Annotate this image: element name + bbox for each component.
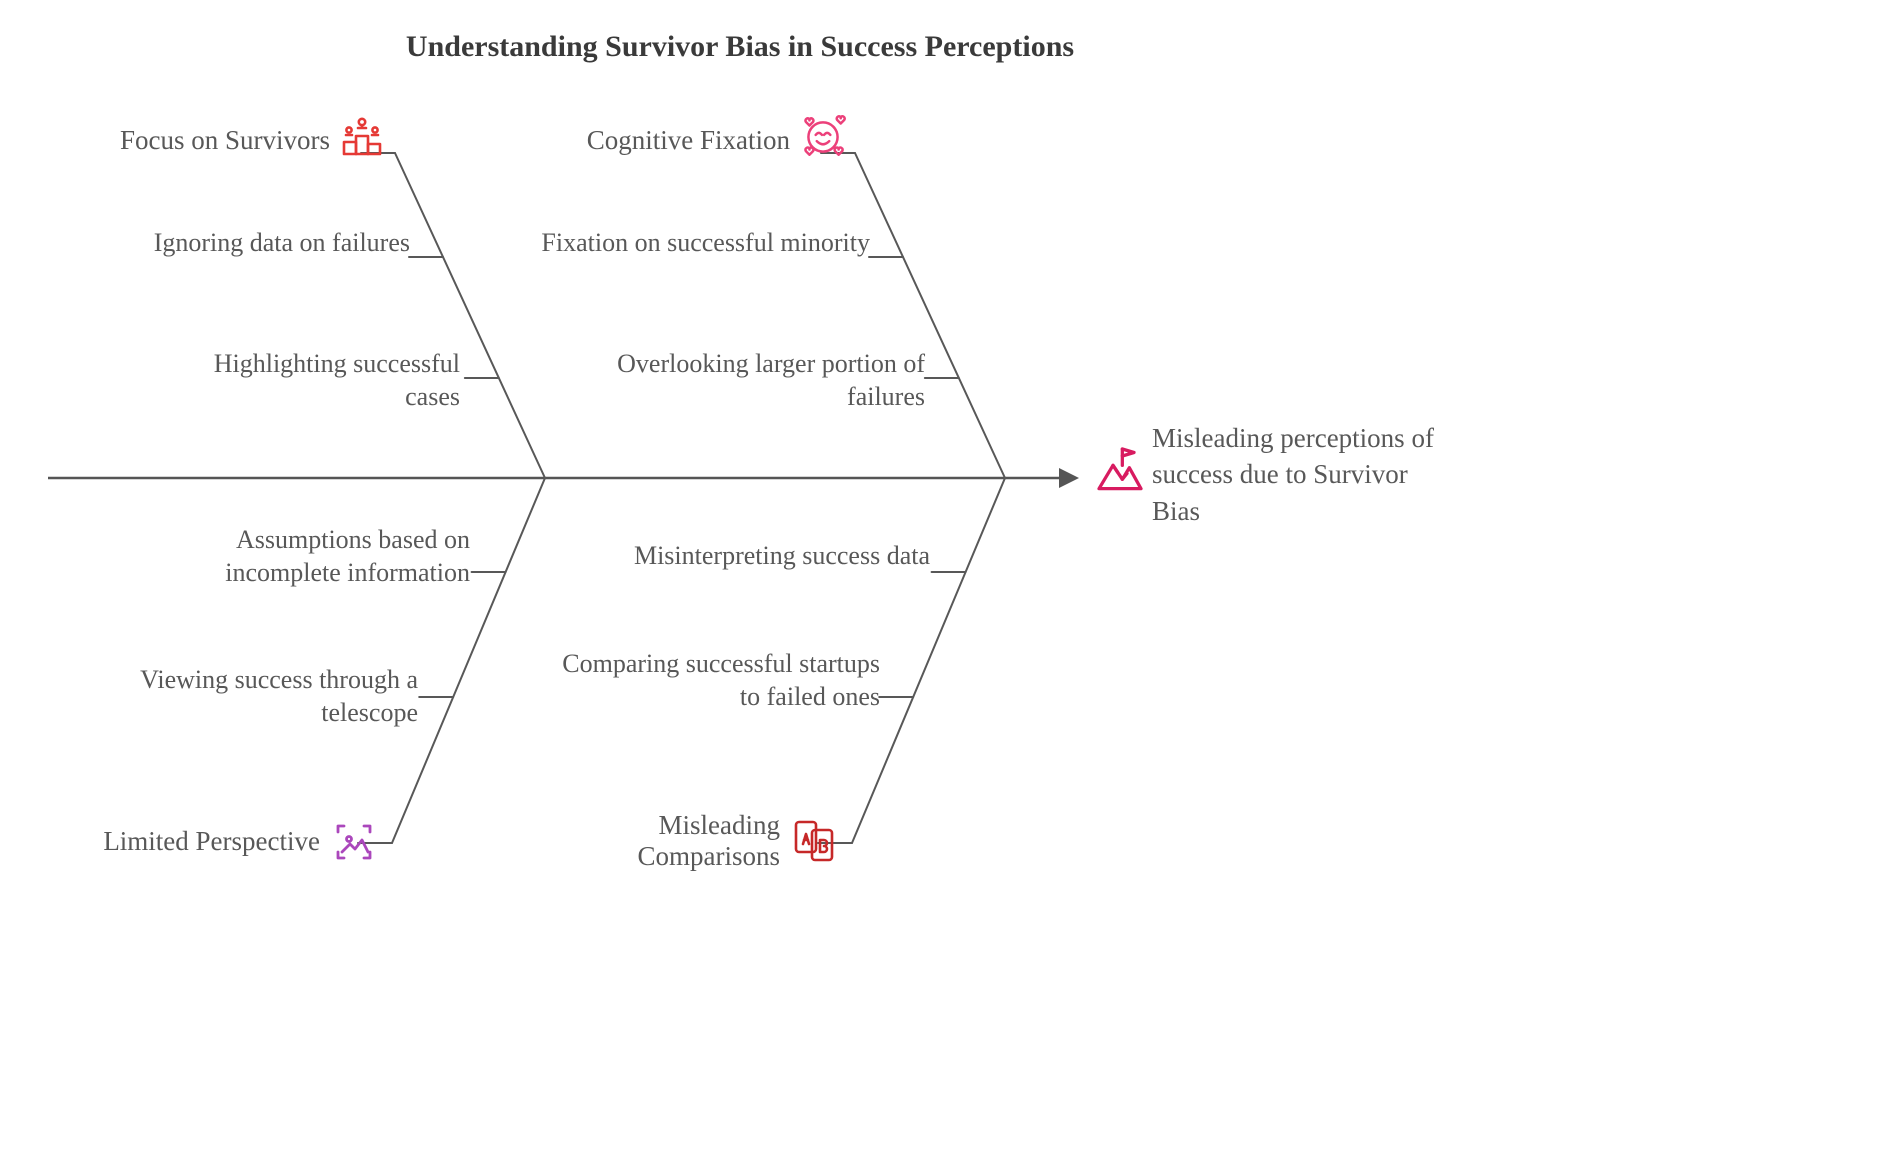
diagram-stage: Understanding Survivor Bias in Success P… — [0, 0, 1898, 1176]
outcome-icon — [1092, 442, 1148, 503]
branch-head-cognitive-fixation: Cognitive Fixation — [500, 125, 790, 156]
outcome-text: Misleading perceptions of success due to… — [1152, 420, 1452, 529]
branch-head-limited-perspective: Limited Perspective — [20, 826, 320, 857]
item-overlooking-larger-failures: Overlooking larger portion of failures — [555, 348, 925, 413]
podium-icon — [338, 114, 386, 167]
branch-head-misleading-comparisons: Misleading Comparisons — [570, 810, 780, 872]
ab-compare-icon — [790, 816, 838, 869]
item-ignoring-data-on-failures: Ignoring data on failures — [130, 227, 410, 260]
item-assumptions-incomplete-info: Assumptions based on incomplete informat… — [140, 524, 470, 589]
item-viewing-success-telescope: Viewing success through a telescope — [88, 664, 418, 729]
branch-head-focus-on-survivors: Focus on Survivors — [40, 125, 330, 156]
item-fixation-on-successful-minority: Fixation on successful minority — [500, 227, 870, 260]
item-comparing-startups: Comparing successful startups to failed … — [555, 648, 880, 713]
image-focus-icon — [330, 818, 378, 871]
item-highlighting-successful-cases: Highlighting successful cases — [180, 348, 460, 413]
smitten-face-icon — [798, 112, 848, 167]
item-misinterpreting-success-data: Misinterpreting success data — [620, 540, 930, 573]
